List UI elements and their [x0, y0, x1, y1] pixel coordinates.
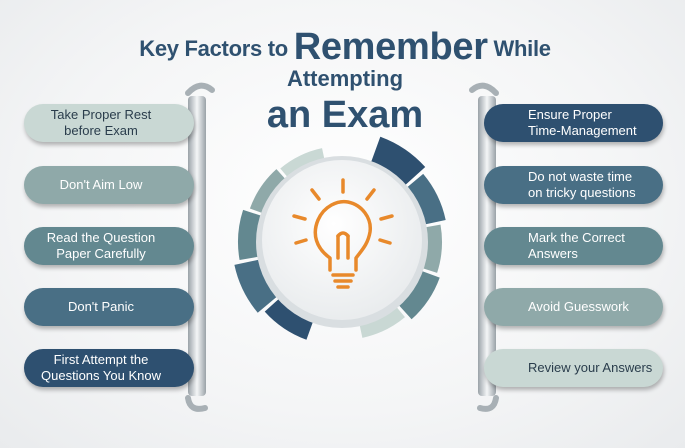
right-item-mark: Mark the Correct Answers	[484, 227, 663, 265]
title-line-1: Key Factors to Remember While	[100, 26, 590, 69]
item-text: Answers	[528, 246, 578, 261]
left-item-read: Read the Question Paper Carefully	[24, 227, 194, 265]
left-item-panic: Don't Panic	[24, 288, 194, 326]
title-line-3: an Exam	[266, 94, 424, 136]
ring-segment	[370, 136, 426, 188]
item-text: Time-Management	[528, 123, 637, 138]
item-text: Ensure Proper	[528, 107, 612, 122]
right-item-time: Ensure Proper Time-Management	[484, 104, 663, 142]
left-item-aim: Don't Aim Low	[24, 166, 194, 204]
right-item-guess: Avoid Guesswork	[484, 288, 663, 326]
title-text-pre: Key Factors to	[139, 36, 288, 61]
item-text: Questions You Know	[41, 368, 161, 383]
item-text: First Attempt the	[53, 352, 149, 367]
center-disc	[262, 160, 422, 320]
left-item-rest: Take Proper Rest before Exam	[24, 104, 194, 142]
ring-segment	[359, 304, 405, 338]
lightbulb-icon	[292, 178, 394, 289]
item-text: Paper Carefully	[56, 246, 146, 261]
item-text: Mark the Correct	[528, 230, 625, 245]
item-text: Do not waste time	[528, 169, 633, 184]
ring-segment	[249, 169, 288, 214]
item-text: on tricky questions	[528, 185, 636, 200]
item-text: Avoid Guesswork	[528, 299, 629, 314]
ring-segment	[404, 173, 446, 225]
item-text: Review your Answers	[528, 360, 653, 375]
ring-segment	[234, 259, 280, 313]
left-rail	[185, 82, 215, 412]
item-text: Don't Aim Low	[59, 177, 143, 192]
right-item-tricky: Do not waste time on tricky questions	[484, 166, 663, 204]
title-text-remember: Remember	[293, 26, 488, 68]
item-text: Take Proper Rest	[50, 107, 152, 122]
title-line-2: Attempting	[286, 66, 404, 91]
right-item-review: Review your Answers	[484, 349, 663, 387]
item-text: Don't Panic	[67, 299, 135, 314]
item-text: before Exam	[64, 123, 138, 138]
left-item-first-attempt: First Attempt the Questions You Know	[24, 349, 194, 387]
item-text: Read the Question	[46, 230, 156, 245]
segmented-ring	[234, 136, 446, 340]
ring-segment	[396, 270, 440, 320]
ring-segment	[280, 148, 325, 180]
ring-segment	[264, 296, 314, 340]
title-text-while: While	[493, 36, 551, 61]
